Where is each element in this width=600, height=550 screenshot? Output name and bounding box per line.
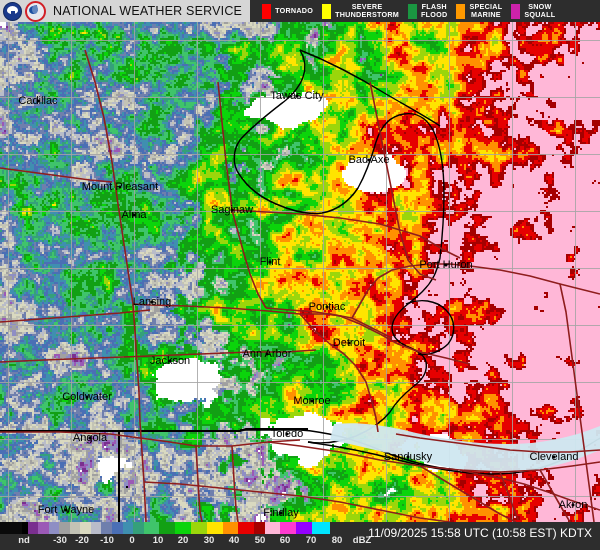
noaa-logo-icon: [3, 1, 22, 21]
warning-legend-item: SEVERE THUNDERSTORM: [322, 2, 400, 19]
warning-legend-label: FLASH FLOOD: [421, 2, 448, 19]
city-marker-dot: [279, 511, 283, 515]
warning-swatch-icon: [408, 3, 418, 19]
warning-swatch-icon: [456, 3, 466, 19]
city-marker-dot: [285, 432, 289, 436]
city-marker-dot: [268, 260, 272, 264]
warning-legend-item: FLASH FLOOD: [408, 2, 448, 19]
dbz-tick-label: dBZ: [352, 535, 372, 546]
city-marker-dot: [230, 208, 234, 212]
dbz-tick-label: 20: [177, 535, 189, 546]
dbz-tick-label: -10: [100, 535, 114, 546]
city-marker-dot: [150, 300, 154, 304]
warning-legend-item: SPECIAL MARINE: [456, 2, 503, 19]
nws-logo-icon: [25, 0, 46, 22]
city-marker-dot: [571, 503, 575, 507]
dbz-tick-label: -30: [53, 535, 67, 546]
warning-legend: TORNADO SEVERE THUNDERSTORM FLASH FLOOD SPE…: [250, 0, 555, 22]
city-marker-dot: [552, 455, 556, 459]
dbz-scale-labels: nd -30 -20 -10 0 10 20 30 40 50 60 70 80 dBZ: [0, 534, 371, 550]
city-marker-dot: [36, 99, 40, 103]
nws-branding[interactable]: NATIONAL WEATHER SERVICE: [0, 0, 251, 22]
city-marker-dot: [295, 94, 299, 98]
city-marker-dot: [444, 263, 448, 267]
page-header: NATIONAL WEATHER SERVICE TORNADO SEVERE T…: [0, 0, 600, 22]
dbz-tick-label: 80: [331, 535, 343, 546]
city-marker-dot: [85, 395, 89, 399]
city-marker-dot: [132, 213, 136, 217]
city-marker-dot: [367, 158, 371, 162]
city-marker-dot: [168, 359, 172, 363]
page-title: NATIONAL WEATHER SERVICE: [53, 4, 243, 18]
city-marker-dot: [310, 399, 314, 403]
dbz-tick-label: 50: [254, 535, 266, 546]
dbz-color-scale: [0, 522, 330, 534]
city-marker-dot: [118, 185, 122, 189]
radar-map[interactable]: Cadillac Tawas City Mount Pleasant Bad Axe A…: [0, 22, 600, 522]
city-marker-dot: [265, 352, 269, 356]
city-marker-dot: [347, 341, 351, 345]
dbz-tick-label: 30: [203, 535, 215, 546]
warning-legend-item: SNOW SQUALL: [511, 2, 556, 19]
timestamp: 11/09/2025 15:58 UTC (10:58 EST) KDTX: [368, 526, 592, 540]
geography-overlay-layer: [0, 22, 600, 522]
warning-legend-label: TORNADO: [275, 6, 314, 16]
dbz-tick-label: 60: [279, 535, 291, 546]
warning-legend-item: TORNADO: [262, 3, 314, 19]
dbz-tick-label: 70: [305, 535, 317, 546]
city-marker-dot: [325, 305, 329, 309]
dbz-tick-label: -20: [75, 535, 89, 546]
warning-swatch-icon: [511, 3, 521, 19]
dbz-tick-label: nd: [18, 535, 30, 546]
warning-legend-label: SPECIAL MARINE: [469, 2, 503, 19]
dbz-tick-label: 0: [129, 535, 135, 546]
city-marker-dot: [406, 455, 410, 459]
city-marker-dot: [88, 436, 92, 440]
warning-legend-label: SEVERE THUNDERSTORM: [335, 2, 400, 19]
page-footer: nd -30 -20 -10 0 10 20 30 40 50 60 70 80 dBZ 11/09/20…: [0, 522, 600, 550]
dbz-tick-label: 10: [152, 535, 164, 546]
warning-swatch-icon: [322, 3, 332, 19]
dbz-tick-label: 40: [228, 535, 240, 546]
city-label-layer: Cadillac Tawas City Mount Pleasant Bad Axe A…: [0, 22, 600, 522]
warning-swatch-icon: [262, 3, 272, 19]
city-marker-dot: [64, 508, 68, 512]
warning-legend-label: SNOW SQUALL: [524, 2, 556, 19]
